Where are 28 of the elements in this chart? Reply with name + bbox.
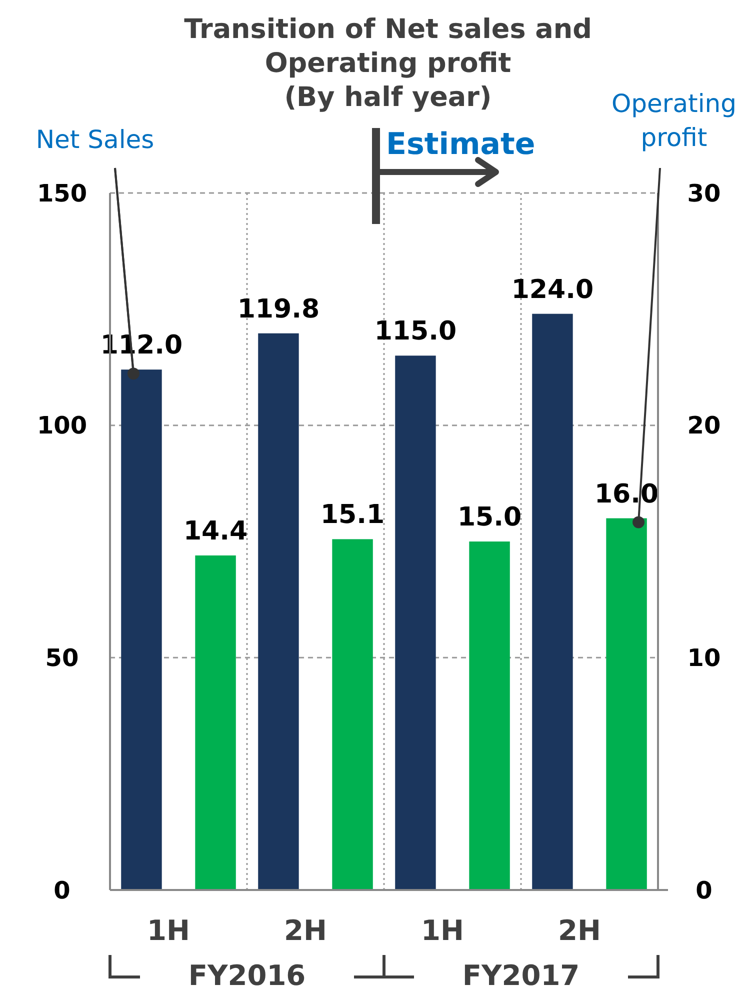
y-tick-label: 0 — [54, 876, 70, 904]
data-label: 119.8 — [237, 294, 320, 324]
bar — [332, 539, 373, 890]
text: Estimate — [386, 127, 536, 162]
x-tick-label: 2H — [558, 914, 601, 947]
text: Operating profit — [612, 89, 736, 152]
y2-tick-label: 10 — [687, 644, 721, 672]
text: FY2017 — [462, 959, 580, 989]
text: Net Sales — [36, 125, 154, 154]
y2-tick-label: 30 — [687, 179, 721, 208]
data-label: 14.4 — [183, 516, 248, 546]
x-tick-label: 1H — [421, 914, 464, 947]
data-label: 115.0 — [374, 316, 457, 347]
y-tick-label: 100 — [36, 412, 88, 440]
y-tick-label: 150 — [36, 179, 88, 208]
bar — [606, 518, 647, 890]
x-tick-label: 2H — [284, 914, 327, 947]
data-label: 15.1 — [320, 500, 385, 530]
chart-title: Transition of Net sales and Operating profit (By half year) — [184, 14, 592, 113]
x-tick-label: 1H — [147, 914, 190, 947]
data-label: 124.0 — [511, 274, 594, 305]
y2-tick-label: 20 — [687, 412, 721, 440]
y2-tick-label: 0 — [696, 876, 712, 904]
y-tick-label: 50 — [45, 644, 79, 672]
bar — [195, 555, 236, 890]
data-label: 15.0 — [457, 502, 522, 532]
text: FY2016 — [188, 959, 306, 989]
bar — [469, 542, 510, 890]
